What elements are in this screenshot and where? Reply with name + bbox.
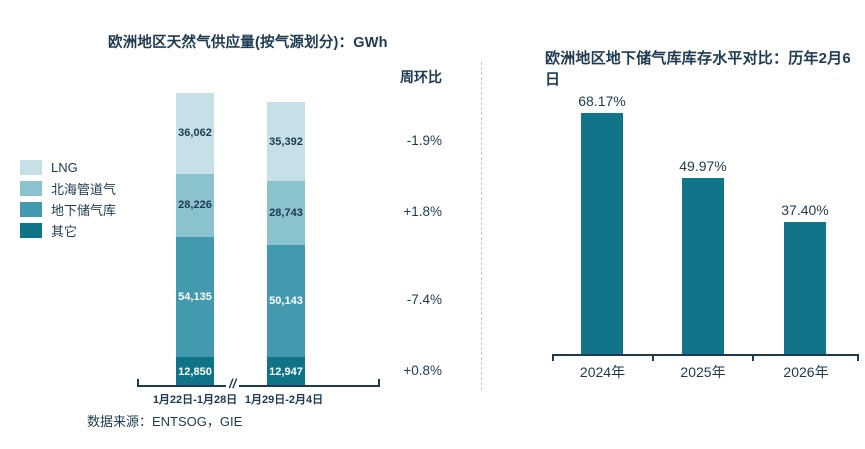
segment-其它: 12,850 — [176, 357, 214, 386]
storage-bar-2025年 — [682, 177, 724, 355]
segment-地下储气库: 54,135 — [176, 236, 214, 358]
legend-swatch-LNG — [20, 160, 42, 175]
storage-bar-value: 49.97% — [679, 157, 727, 174]
legend-item-地下储气库: 地下储气库 — [20, 199, 116, 220]
right-x-axis-tick — [552, 354, 554, 361]
legend-label: LNG — [51, 160, 78, 175]
legend-swatch-地下储气库 — [20, 202, 42, 217]
right-x-axis-tick — [857, 354, 859, 361]
right-x-axis-tick — [652, 354, 654, 361]
segment-其它: 12,947 — [267, 357, 305, 386]
legend-item-LNG: LNG — [20, 157, 116, 178]
left-chart-title: 欧洲地区天然气供应量(按气源划分)：GWh — [108, 35, 388, 51]
right-x-axis-line — [552, 354, 859, 356]
right-category-label: 2025年 — [680, 364, 726, 380]
segment-北海管道气: 28,226 — [176, 173, 214, 237]
right-chart-title: 欧洲地区地下储气库库存水平对比：历年2月6日 — [545, 50, 851, 88]
legend-label: 北海管道气 — [51, 182, 117, 197]
right-category-label: 2024年 — [579, 364, 626, 380]
source-note: 数据来源：ENTSOG，GIE — [87, 414, 243, 429]
wow-value-北海管道气: +1.8% — [403, 204, 442, 220]
storage-bar-value: 68.17% — [578, 92, 626, 109]
legend-swatch-北海管道气 — [20, 181, 42, 196]
legend: LNG 北海管道气地下储气库其它 — [20, 157, 116, 241]
segment-LNG: 35,392 — [267, 102, 305, 182]
left-category-label: 1月29日-2月4日 — [244, 394, 324, 406]
stacked-bar-1: 36,062 28,226 54,135 12,850 — [176, 93, 214, 386]
left-x-axis-line — [137, 385, 380, 387]
left-x-axis-tick-start — [137, 379, 139, 386]
storage-bar-2024年 — [581, 113, 623, 355]
segment-LNG: 36,062 — [176, 93, 214, 174]
right-x-axis-tick — [752, 354, 754, 361]
storage-bar-value: 37.40% — [781, 202, 829, 219]
segment-地下储气库: 50,143 — [267, 245, 305, 358]
stacked-bar-2: 35,392 28,743 50,143 12,947 — [267, 102, 305, 386]
wow-value-地下储气库: -7.4% — [406, 292, 442, 308]
legend-swatch-其它 — [20, 223, 42, 238]
axis-break-mark: // — [226, 376, 240, 391]
legend-label: 地下储气库 — [51, 203, 117, 218]
legend-label: 其它 — [51, 224, 78, 239]
left-category-label: 1月22日-1月28日 — [152, 394, 238, 406]
right-category-label: 2026年 — [783, 364, 829, 380]
wow-value-其它: +0.8% — [403, 362, 442, 378]
panel-divider — [481, 62, 482, 390]
left-x-axis-tick-end — [378, 379, 380, 386]
wow-header: 周环比 — [400, 69, 442, 85]
segment-北海管道气: 28,743 — [267, 181, 305, 246]
wow-value-LNG: -1.9% — [406, 132, 442, 148]
legend-item-北海管道气: 北海管道气 — [20, 178, 116, 199]
storage-bar-2026年 — [784, 222, 826, 355]
legend-item-其它: 其它 — [20, 220, 116, 241]
